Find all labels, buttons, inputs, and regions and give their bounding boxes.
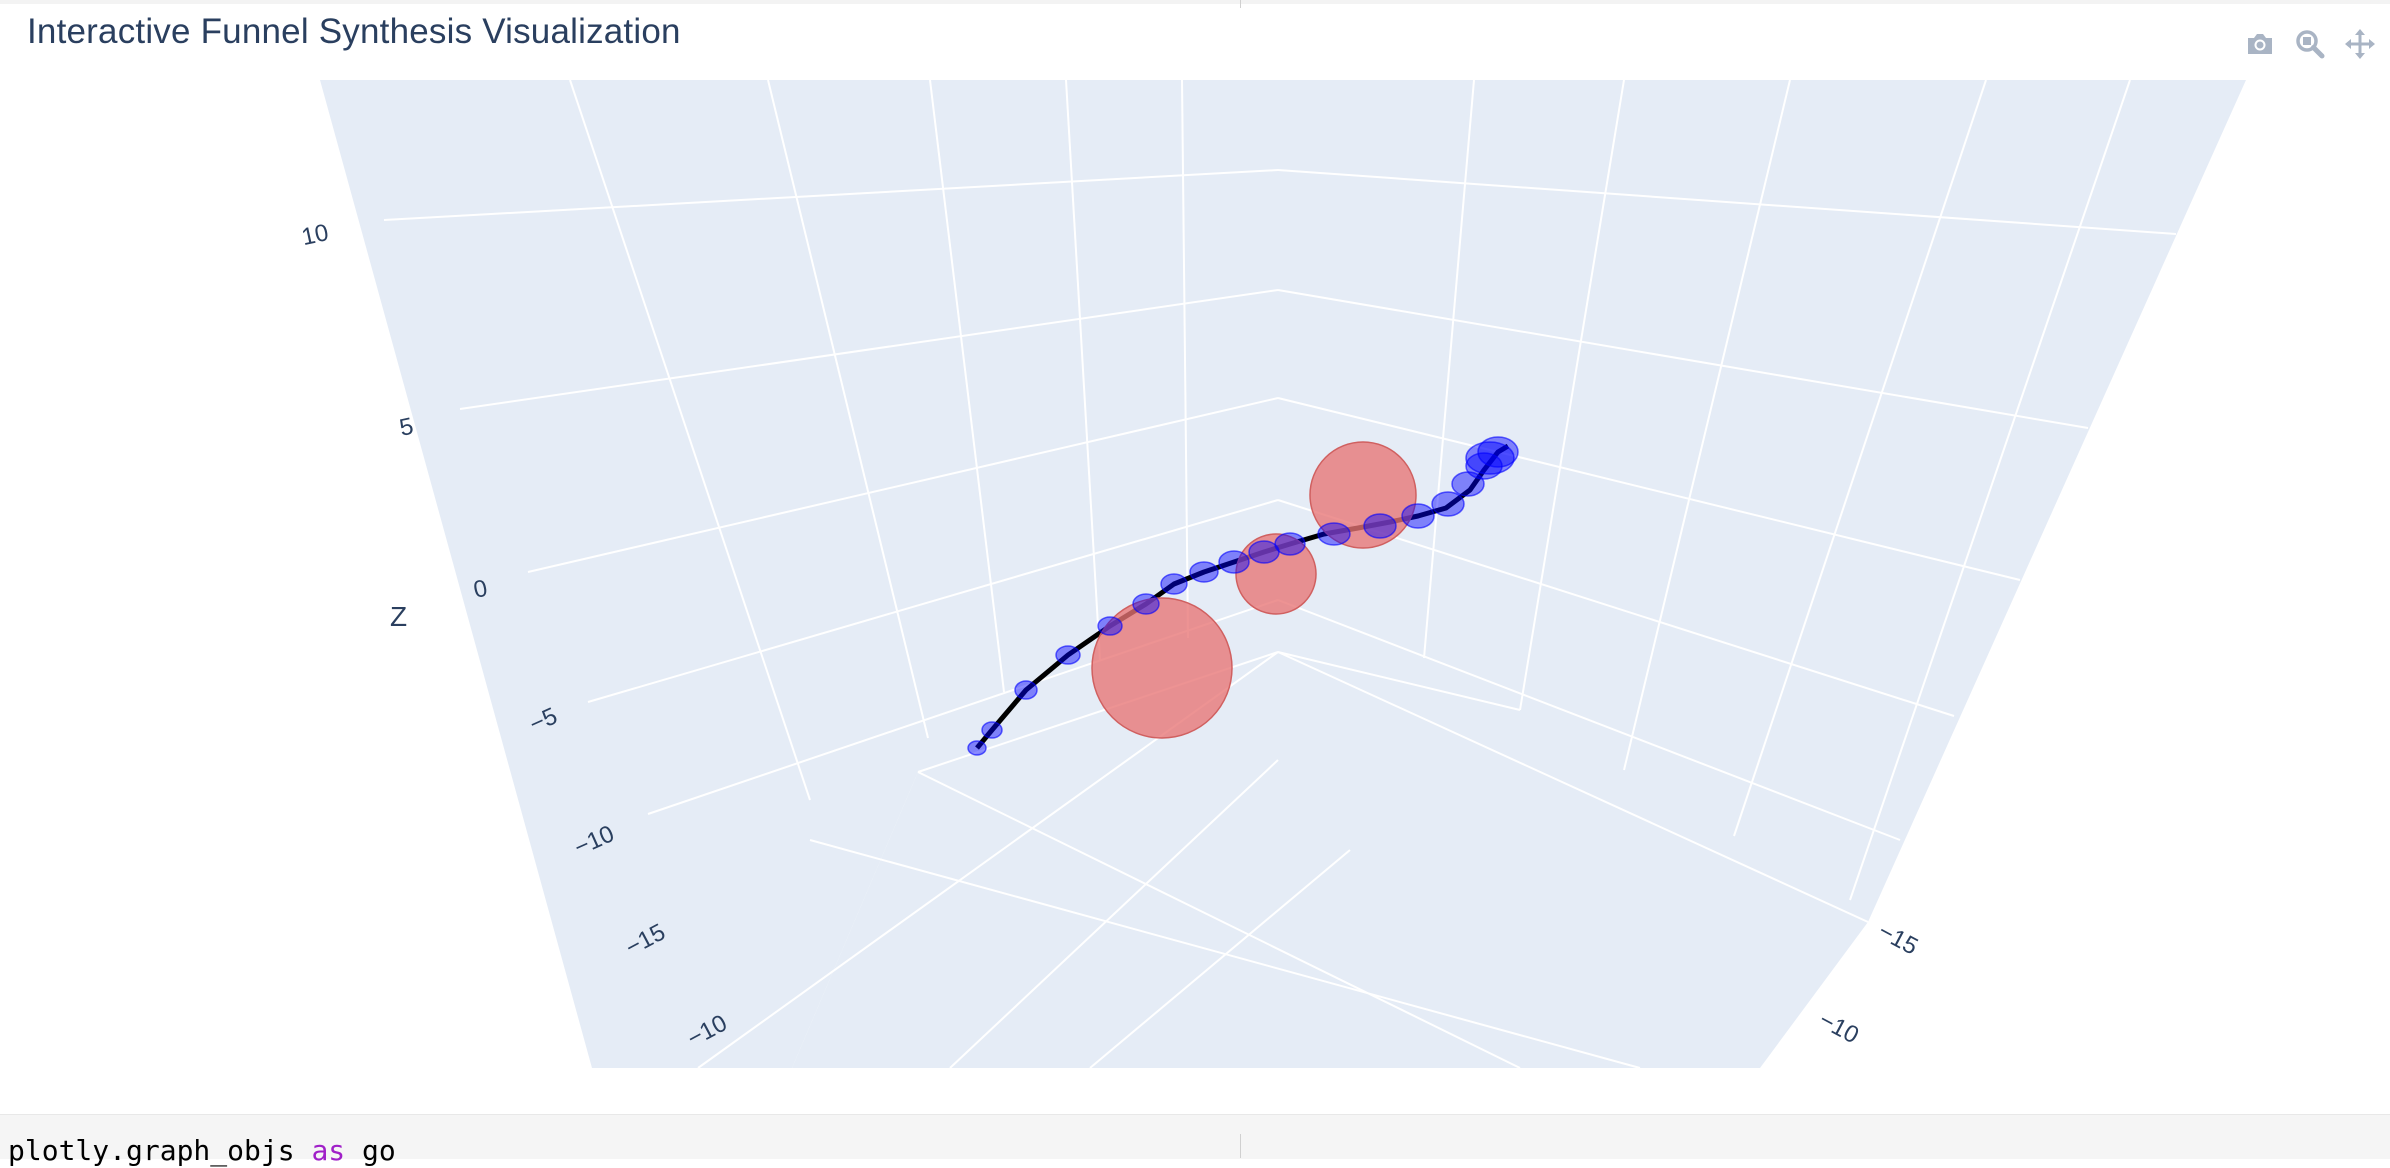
grid-line <box>767 79 929 739</box>
funnel-sphere <box>1309 441 1417 549</box>
grid-line <box>383 169 1279 221</box>
trajectory-marker <box>1431 491 1465 517</box>
cell-divider <box>1240 1134 1241 1158</box>
trajectory-marker <box>1477 436 1519 468</box>
grid-line <box>929 79 1005 693</box>
grid-line <box>1277 651 1521 711</box>
grid-line <box>527 397 1279 573</box>
grid-line <box>1277 289 2089 429</box>
zoom-icon[interactable] <box>2294 28 2326 60</box>
y-tick-label: −15 <box>1874 918 1923 961</box>
grid-line <box>1849 79 2131 901</box>
pan-icon[interactable] <box>2344 28 2376 60</box>
grid-line <box>1733 79 1987 837</box>
trajectory-marker <box>1014 680 1038 700</box>
scene-pane-left <box>320 80 1278 1068</box>
z-axis-title: Z <box>390 601 407 632</box>
camera-icon[interactable] <box>2244 28 2276 60</box>
grid-line <box>1181 79 1189 639</box>
grid-line <box>1623 79 1791 771</box>
code-token: plotly.graph_objs <box>8 1134 312 1167</box>
trajectory-marker <box>1465 441 1515 475</box>
trajectory-markers <box>967 436 1519 756</box>
grid-line <box>1277 651 1869 923</box>
trajectory-marker <box>967 740 987 756</box>
trajectory-marker <box>1218 550 1250 574</box>
grid-line <box>1277 169 2177 235</box>
cell-divider <box>1240 0 1241 8</box>
trajectory-marker <box>1274 532 1306 556</box>
trajectory-marker <box>1363 513 1397 539</box>
grid-line <box>1519 79 1625 711</box>
trajectory-marker <box>1097 616 1123 636</box>
funnel-sphere <box>1091 597 1233 739</box>
grid-line <box>1423 79 1475 659</box>
funnel-spheres <box>1091 441 1417 739</box>
z-tick-label: 10 <box>299 219 331 251</box>
grid-line <box>459 289 1279 410</box>
grid-line <box>917 771 1521 1069</box>
z-tick-label: 5 <box>397 413 416 442</box>
z-tick-label: 0 <box>471 575 490 604</box>
y-tick-label: −10 <box>1814 1006 1863 1049</box>
grid-line <box>809 839 1641 1069</box>
code-cell[interactable] <box>0 1114 2390 1159</box>
trajectory-marker <box>981 721 1003 739</box>
trajectory-marker <box>1132 593 1160 615</box>
code-line: plotly.graph_objs as go <box>8 1134 396 1168</box>
grid-line <box>587 499 1279 703</box>
trajectory-marker <box>1055 645 1081 665</box>
scene-pane-right <box>792 80 2246 1068</box>
grid-line <box>1277 599 1901 841</box>
top-border <box>0 0 2390 4</box>
scene-3d-canvas[interactable]: 10 5 0 −5 −10 Z −15 −10 −15 −10 <box>0 74 2390 1074</box>
trajectory-marker <box>1401 503 1435 529</box>
grid-line <box>1089 849 1351 1069</box>
trajectory-marker <box>1160 573 1188 595</box>
trajectory-marker <box>1317 522 1351 546</box>
code-token: go <box>345 1134 396 1167</box>
plot-title: Interactive Funnel Synthesis Visualizati… <box>27 12 681 51</box>
code-keyword: as <box>311 1134 346 1167</box>
grid-line <box>569 79 811 801</box>
trajectory-marker <box>1189 561 1219 583</box>
grid-line <box>1277 397 2021 581</box>
grid-line <box>949 759 1279 1069</box>
grid-line <box>1065 79 1101 661</box>
plot-scene[interactable]: 10 5 0 −5 −10 Z −15 −10 −15 −10 <box>0 74 2390 1074</box>
modebar <box>2244 24 2376 64</box>
